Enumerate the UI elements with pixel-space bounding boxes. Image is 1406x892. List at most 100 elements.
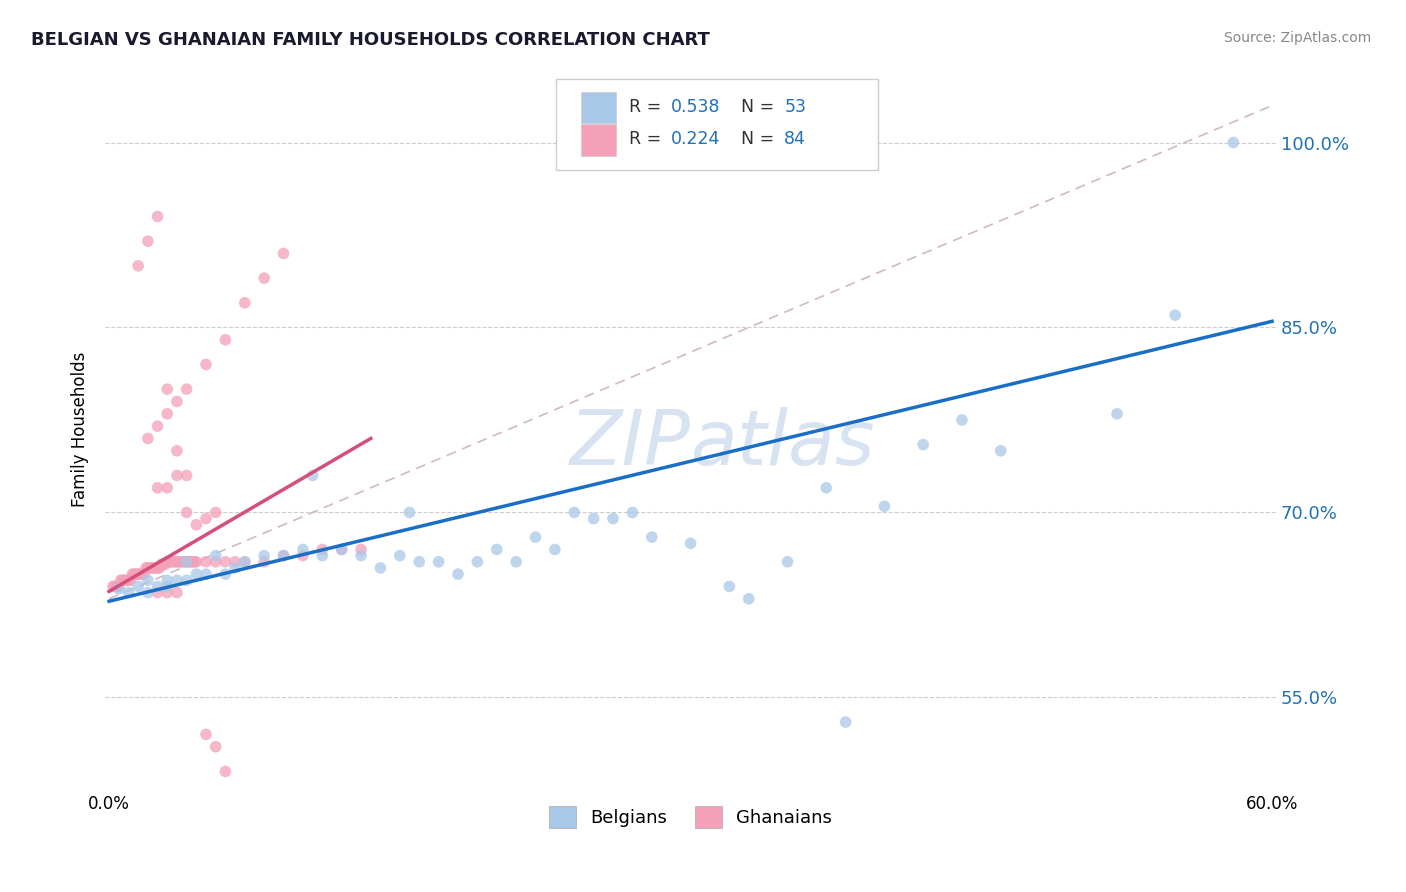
Text: 0.224: 0.224 xyxy=(671,130,720,148)
Point xyxy=(195,358,218,372)
Point xyxy=(330,542,353,557)
Point xyxy=(204,549,226,563)
Point xyxy=(136,432,159,446)
Point xyxy=(127,259,149,273)
Text: R =: R = xyxy=(628,130,666,148)
Point xyxy=(136,561,159,575)
Point xyxy=(253,271,276,285)
Point xyxy=(186,517,208,532)
Point xyxy=(408,555,430,569)
Text: 84: 84 xyxy=(785,130,806,148)
Point xyxy=(311,542,333,557)
Point xyxy=(156,555,179,569)
Point xyxy=(177,555,200,569)
Point xyxy=(176,382,198,396)
Point xyxy=(273,549,295,563)
FancyBboxPatch shape xyxy=(555,79,877,169)
Point xyxy=(253,549,276,563)
Point xyxy=(776,555,799,569)
Point xyxy=(176,574,198,588)
Point xyxy=(136,574,159,588)
Point xyxy=(146,561,169,575)
Point xyxy=(152,558,174,572)
Point xyxy=(150,558,173,572)
Point xyxy=(505,555,527,569)
Point xyxy=(107,582,129,596)
Point xyxy=(214,567,236,582)
Point xyxy=(156,481,179,495)
Y-axis label: Family Households: Family Households xyxy=(72,351,89,507)
Text: BELGIAN VS GHANAIAN FAMILY HOUSEHOLDS CORRELATION CHART: BELGIAN VS GHANAIAN FAMILY HOUSEHOLDS CO… xyxy=(31,31,710,49)
Point xyxy=(176,506,198,520)
Point xyxy=(273,246,295,260)
Point xyxy=(388,549,411,563)
Point xyxy=(114,574,136,588)
Point xyxy=(398,506,420,520)
Point xyxy=(142,561,165,575)
Point xyxy=(166,555,188,569)
Point xyxy=(990,443,1012,458)
Point xyxy=(135,561,157,575)
Point xyxy=(186,567,208,582)
Point xyxy=(146,585,169,599)
Point xyxy=(602,511,624,525)
Point xyxy=(427,555,450,569)
Text: atlas: atlas xyxy=(690,407,875,481)
Point xyxy=(167,555,190,569)
Point xyxy=(186,555,208,569)
Point xyxy=(121,567,143,582)
Point xyxy=(214,555,236,569)
Point xyxy=(311,549,333,563)
Text: 0.538: 0.538 xyxy=(671,98,720,116)
Point xyxy=(273,549,295,563)
Point xyxy=(224,561,246,575)
Point xyxy=(132,567,155,582)
Point xyxy=(117,585,139,599)
Point xyxy=(641,530,664,544)
Point xyxy=(111,574,134,588)
Point xyxy=(204,506,226,520)
Point xyxy=(101,579,124,593)
Point xyxy=(110,574,132,588)
Point xyxy=(1164,308,1187,322)
Point xyxy=(815,481,838,495)
Text: N =: N = xyxy=(741,98,780,116)
Point xyxy=(107,579,129,593)
Point xyxy=(204,555,226,569)
Point xyxy=(204,739,226,754)
Point xyxy=(447,567,470,582)
Point xyxy=(156,579,179,593)
Point xyxy=(105,579,128,593)
Point xyxy=(291,542,314,557)
Point xyxy=(146,210,169,224)
Point xyxy=(104,579,127,593)
Point xyxy=(562,506,585,520)
Point xyxy=(127,579,149,593)
Point xyxy=(156,407,179,421)
Point xyxy=(176,555,198,569)
Point xyxy=(195,511,218,525)
FancyBboxPatch shape xyxy=(581,124,616,156)
Legend: Belgians, Ghanaians: Belgians, Ghanaians xyxy=(541,798,839,835)
Point xyxy=(544,542,567,557)
Point xyxy=(834,715,856,730)
Point xyxy=(146,481,169,495)
Point xyxy=(166,468,188,483)
Point xyxy=(115,574,138,588)
Point xyxy=(146,579,169,593)
Point xyxy=(176,555,198,569)
Point xyxy=(146,419,169,434)
Point xyxy=(166,574,188,588)
Point xyxy=(166,585,188,599)
Point xyxy=(195,727,218,741)
Point xyxy=(350,542,373,557)
Point xyxy=(129,567,152,582)
Point xyxy=(162,555,184,569)
Point xyxy=(131,567,153,582)
Point xyxy=(148,561,170,575)
Point xyxy=(912,437,935,451)
Point xyxy=(127,567,149,582)
Point xyxy=(195,555,218,569)
Point xyxy=(157,555,180,569)
Point xyxy=(370,561,392,575)
